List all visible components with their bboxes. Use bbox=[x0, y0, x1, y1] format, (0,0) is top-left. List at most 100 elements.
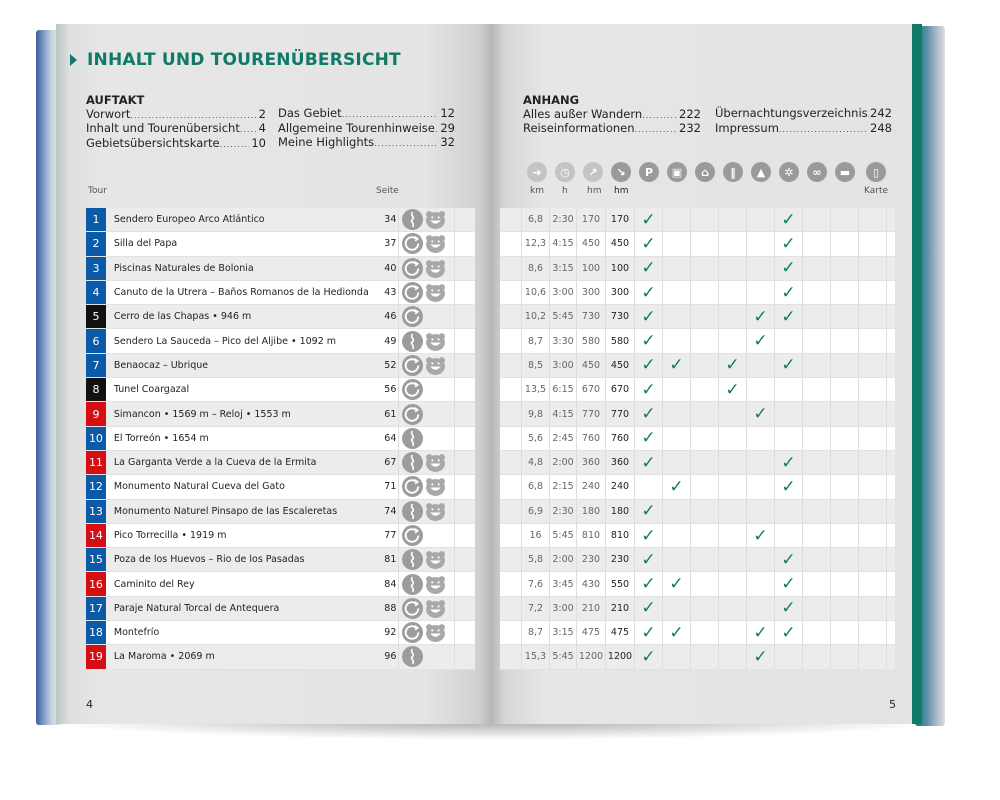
toc-entry[interactable]: Gebietsübersichtskarte10 bbox=[86, 136, 266, 152]
tour-km: 5,6 bbox=[522, 426, 550, 450]
tour-row[interactable]: 6 Sendero La Sauceda – Pico del Aljibe •… bbox=[86, 329, 475, 354]
feature-hut-cell bbox=[747, 499, 775, 523]
tour-km: 4,8 bbox=[522, 450, 550, 475]
toc-entry[interactable]: Allgemeine Tourenhinweise29 bbox=[278, 121, 455, 137]
feature-hut-cell bbox=[747, 572, 775, 596]
tour-hours: 2:00 bbox=[550, 450, 577, 475]
tour-name[interactable]: Tunel Coargazal bbox=[113, 384, 190, 396]
tour-name[interactable]: Pico Torrecilla • 1919 m bbox=[113, 530, 227, 541]
toc-entry[interactable]: Alles außer Wandern222 bbox=[523, 107, 701, 123]
tour-row[interactable]: 5 Cerro de las Chapas • 946 m 46 bbox=[86, 305, 475, 330]
tour-name[interactable]: Canuto de la Utrera – Baños Romanos de l… bbox=[113, 287, 369, 299]
tour-name[interactable]: Paraje Natural Torcal de Antequera bbox=[113, 602, 280, 614]
toc-entry[interactable]: Impressum248 bbox=[715, 121, 892, 137]
tour-name[interactable]: Cerro de las Chapas • 946 m bbox=[113, 311, 252, 323]
tour-name[interactable]: Monumento Naturel Pinsapo de las Escaler… bbox=[113, 505, 338, 517]
tour-name[interactable]: Sendero La Sauceda – Pico del Aljibe • 1… bbox=[113, 335, 337, 347]
tour-descent: 180 bbox=[606, 499, 635, 523]
toc-entry[interactable]: Übernachtungsverzeichnis242 bbox=[715, 106, 892, 122]
col-hm-up: hm bbox=[587, 186, 602, 196]
toc-entry[interactable]: Vorwort2 bbox=[86, 107, 266, 123]
tour-name[interactable]: La Maroma • 2069 m bbox=[113, 651, 215, 663]
tour-row[interactable]: 7 Benaocaz – Ubrique 52 bbox=[86, 353, 475, 379]
tour-row[interactable]: 19 La Maroma • 2069 m 96 bbox=[86, 645, 475, 670]
tour-stats-row: 4,8 2:00 360 360 ✓ ✓ bbox=[500, 450, 895, 476]
tour-descent: 730 bbox=[606, 305, 635, 329]
loop-route-icon bbox=[402, 257, 424, 279]
tour-name[interactable]: Silla del Papa bbox=[113, 238, 178, 250]
check-icon: ✓ bbox=[781, 355, 796, 376]
feature-bike-cell bbox=[803, 329, 831, 353]
tour-row[interactable]: 14 Pico Torrecilla • 1919 m 77 bbox=[86, 523, 475, 549]
tour-row[interactable]: 18 Montefrío 92 bbox=[86, 621, 475, 646]
tour-number-badge: 15 bbox=[86, 548, 106, 572]
toc-auftakt: AUFTAKT Vorwort2Inhalt und Tourenübersic… bbox=[86, 93, 266, 152]
tour-row[interactable]: 3 Piscinas Naturales de Bolonia 40 bbox=[86, 256, 475, 281]
tour-hours: 3:15 bbox=[550, 256, 577, 280]
tour-page: 40 bbox=[374, 256, 400, 280]
feature-bed-cell bbox=[831, 450, 859, 475]
tour-name[interactable]: Piscinas Naturales de Bolonia bbox=[113, 262, 254, 274]
tour-row[interactable]: 4 Canuto de la Utrera – Baños Romanos de… bbox=[86, 280, 475, 306]
feature-bus-cell: ✓ bbox=[663, 621, 691, 645]
tour-row[interactable]: 15 Poza de los Huevos – Rio de los Pasad… bbox=[86, 548, 475, 573]
feature-restaurant-cell bbox=[719, 499, 747, 523]
feature-winter-cell: ✓ bbox=[775, 475, 803, 499]
tour-row[interactable]: 12 Monumento Natural Cueva del Gato 71 bbox=[86, 475, 475, 500]
feature-hut-cell bbox=[747, 232, 775, 256]
tour-number-badge: 13 bbox=[86, 499, 106, 523]
feature-winter-cell: ✓ bbox=[775, 256, 803, 280]
tour-km: 6,8 bbox=[522, 475, 550, 499]
tour-name[interactable]: El Torreón • 1654 m bbox=[113, 432, 209, 444]
feature-hut-cell bbox=[747, 208, 775, 232]
tour-page: 46 bbox=[374, 305, 400, 329]
tour-km: 10,2 bbox=[522, 305, 550, 329]
toc-entry[interactable]: Das Gebiet12 bbox=[278, 106, 455, 122]
feature-cable-car-cell bbox=[691, 621, 719, 645]
tour-row[interactable]: 1 Sendero Europeo Arco Atlántico 34 bbox=[86, 208, 475, 233]
tour-name[interactable]: Benaocaz – Ubrique bbox=[113, 359, 209, 371]
tour-name[interactable]: Simancon • 1569 m – Reloj • 1553 m bbox=[113, 408, 291, 420]
toc-anhang-col2: Übernachtungsverzeichnis242Impressum248 bbox=[715, 106, 892, 137]
tour-number-badge: 6 bbox=[86, 329, 106, 353]
tour-row[interactable]: 16 Caminito del Rey 84 bbox=[86, 572, 475, 597]
tour-name[interactable]: Sendero Europeo Arco Atlántico bbox=[113, 214, 265, 226]
tour-number-badge: 4 bbox=[86, 280, 106, 305]
check-icon: ✓ bbox=[641, 282, 656, 303]
tour-page: 77 bbox=[374, 523, 400, 548]
feature-bike-cell bbox=[803, 426, 831, 450]
feature-bike-cell bbox=[803, 353, 831, 378]
tour-row[interactable]: 2 Silla del Papa 37 bbox=[86, 232, 475, 257]
tour-row[interactable]: 9 Simancon • 1569 m – Reloj • 1553 m 61 bbox=[86, 402, 475, 427]
check-icon: ✓ bbox=[725, 355, 740, 376]
toc-heading: AUFTAKT bbox=[86, 93, 145, 107]
tour-stats-row: 7,6 3:45 430 550 ✓ ✓ ✓ bbox=[500, 572, 895, 597]
tour-descent: 230 bbox=[606, 548, 635, 572]
tour-row[interactable]: 13 Monumento Naturel Pinsapo de las Esca… bbox=[86, 499, 475, 524]
tour-type-icons bbox=[399, 402, 456, 426]
toc-entry[interactable]: Inhalt und Tourenübersicht4 bbox=[86, 121, 266, 137]
feature-parking-cell: ✓ bbox=[635, 329, 663, 353]
tour-row[interactable]: 10 El Torreón • 1654 m 64 bbox=[86, 426, 475, 451]
tour-name[interactable]: Montefrío bbox=[113, 627, 160, 639]
feature-bus-cell bbox=[663, 499, 691, 523]
toc-entry[interactable]: Reiseinformationen232 bbox=[523, 121, 701, 137]
toc-entry[interactable]: Meine Highlights32 bbox=[278, 135, 455, 151]
tour-km: 13,5 bbox=[522, 378, 550, 402]
tour-row[interactable]: 8 Tunel Coargazal 56 bbox=[86, 378, 475, 403]
feature-restaurant-cell bbox=[719, 645, 747, 669]
tour-row[interactable]: 17 Paraje Natural Torcal de Antequera 88 bbox=[86, 596, 475, 622]
tour-name[interactable]: La Garganta Verde a la Cueva de la Ermit… bbox=[113, 457, 317, 469]
feature-cable-car-cell bbox=[691, 548, 719, 572]
tour-name[interactable]: Poza de los Huevos – Rio de los Pasadas bbox=[113, 554, 305, 566]
page-title: INHALT UND TOURENÜBERSICHT bbox=[87, 50, 401, 70]
feature-parking-cell: ✓ bbox=[635, 378, 663, 402]
tour-name[interactable]: Caminito del Rey bbox=[113, 578, 195, 590]
tour-name[interactable]: Monumento Natural Cueva del Gato bbox=[113, 481, 285, 493]
bed-icon: ▬ bbox=[835, 162, 855, 182]
family-friendly-icon bbox=[426, 478, 446, 497]
tour-row[interactable]: 11 La Garganta Verde a la Cueva de la Er… bbox=[86, 450, 475, 476]
tour-ascent: 180 bbox=[577, 499, 606, 523]
col-km: km bbox=[530, 186, 544, 196]
tour-stats-row: 8,7 3:15 475 475 ✓ ✓ ✓ ✓ bbox=[500, 621, 895, 646]
